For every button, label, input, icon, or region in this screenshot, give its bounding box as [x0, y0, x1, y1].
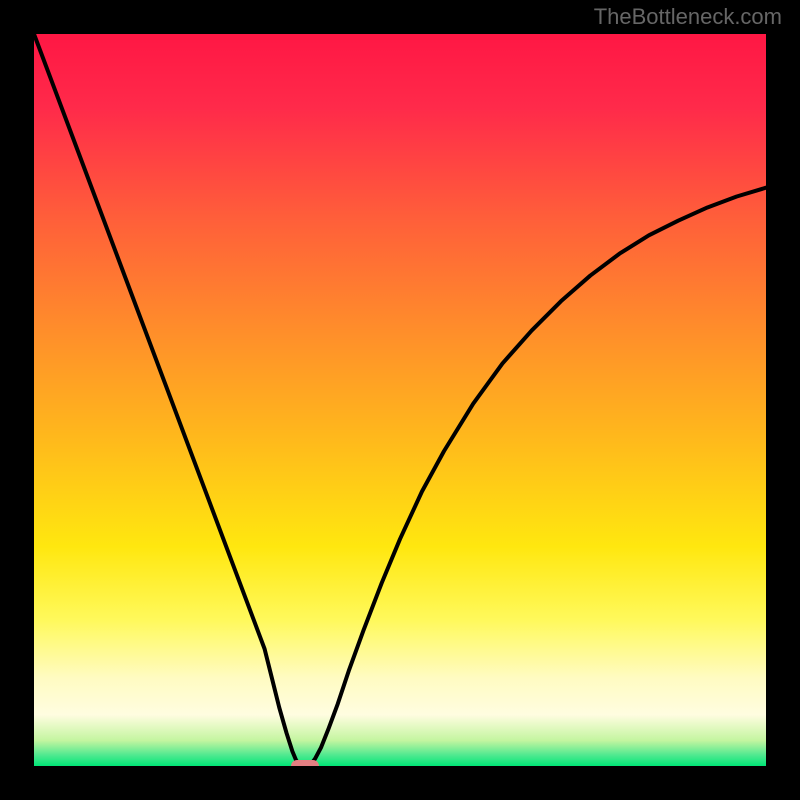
- plot-area: [34, 34, 766, 766]
- minimum-marker: [291, 760, 319, 766]
- watermark-text: TheBottleneck.com: [594, 4, 782, 30]
- gradient-background: [34, 34, 766, 766]
- plot-svg: [34, 34, 766, 766]
